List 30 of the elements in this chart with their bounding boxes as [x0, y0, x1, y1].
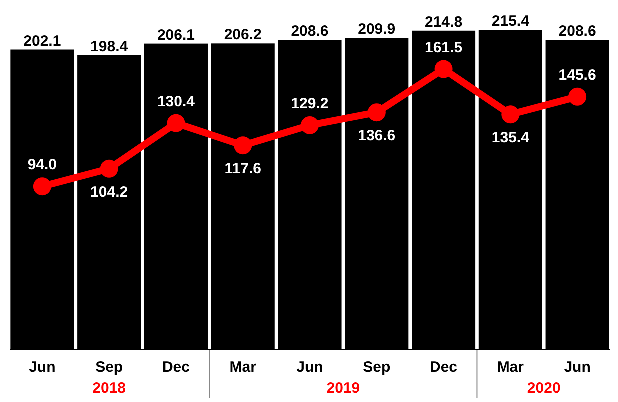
x-tick-label: Dec: [430, 359, 458, 376]
text: 2019: [326, 380, 360, 397]
x-tick-label: Mar: [497, 359, 524, 376]
data-label: 117.6: [224, 160, 262, 178]
data-label: 198.4: [90, 38, 129, 56]
data-label: 206.1: [157, 26, 195, 44]
x-tick-label: Mar: [230, 359, 257, 376]
text: 2018: [92, 380, 126, 397]
data-label: 94.0: [28, 156, 58, 174]
data-label: 206.2: [224, 26, 262, 44]
text: 2020: [527, 380, 561, 397]
x-tick-label: Jun: [296, 359, 324, 376]
data-label: 135.4: [492, 130, 530, 147]
x-tick-label: Dec: [162, 359, 190, 376]
x-tick-label: Jun: [564, 359, 591, 376]
data-label: 202.1: [24, 32, 62, 50]
x-tick-label: Sep: [363, 359, 391, 376]
data-label: 208.6: [558, 23, 596, 40]
data-label: 129.2: [291, 95, 329, 112]
data-label: 104.2: [90, 184, 128, 201]
data-label: 130.4: [157, 93, 196, 110]
data-label: 208.6: [291, 23, 329, 40]
x-tick-label: Jun: [29, 359, 56, 376]
data-label: 136.6: [358, 128, 396, 145]
data-label: 215.4: [492, 13, 530, 30]
data-label: 214.8: [425, 14, 463, 31]
data-label: 145.6: [558, 66, 596, 84]
data-label: 161.5: [425, 39, 463, 56]
x-tick-label: Sep: [96, 359, 124, 376]
data-label: 209.9: [358, 21, 396, 38]
